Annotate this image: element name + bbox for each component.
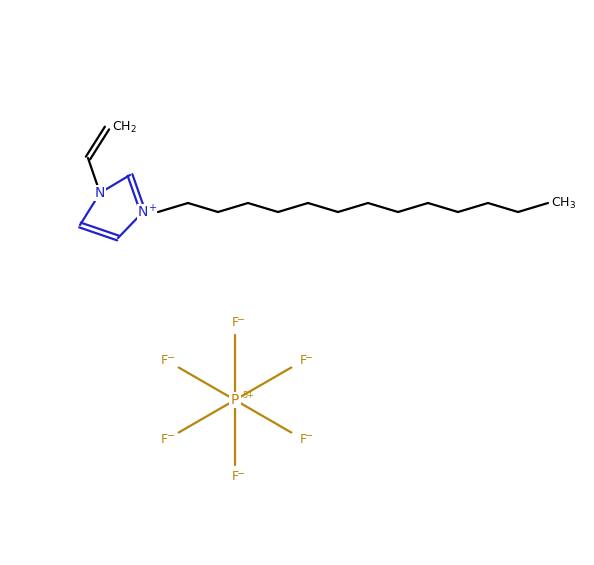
Text: CH$_3$: CH$_3$ (551, 195, 576, 211)
Text: 5+: 5+ (242, 390, 254, 399)
Text: F: F (161, 354, 168, 367)
Text: F: F (232, 316, 239, 329)
Text: −: − (167, 353, 175, 363)
Text: F: F (232, 471, 239, 484)
Text: CH$_2$: CH$_2$ (112, 119, 137, 134)
Text: F: F (300, 354, 307, 367)
Text: +: + (148, 203, 156, 213)
Text: −: − (237, 469, 245, 479)
Text: N: N (138, 205, 148, 219)
Text: P: P (231, 393, 239, 407)
Text: N: N (95, 186, 105, 200)
Text: F: F (300, 433, 307, 446)
Text: −: − (305, 432, 314, 441)
Text: −: − (237, 315, 245, 325)
Text: −: − (305, 353, 314, 363)
Text: F: F (161, 433, 168, 446)
Text: −: − (167, 432, 175, 441)
